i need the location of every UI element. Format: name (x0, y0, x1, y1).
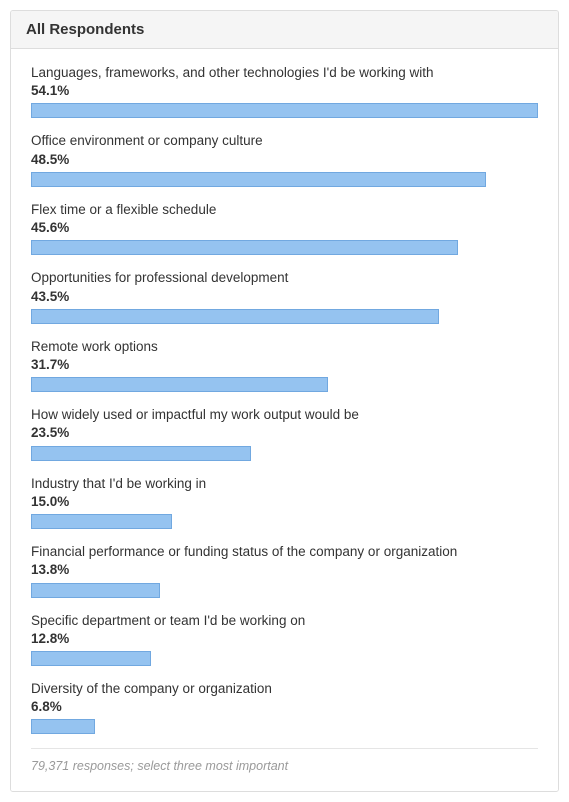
bar-percent: 48.5% (31, 151, 538, 169)
bar-track (31, 103, 538, 118)
bar-item: Languages, frameworks, and other technol… (31, 64, 538, 118)
bar-item: How widely used or impactful my work out… (31, 406, 538, 460)
bar-item: Opportunities for professional developme… (31, 269, 538, 323)
bar-label: Industry that I'd be working in (31, 475, 538, 493)
bar-track (31, 651, 538, 666)
bar-track (31, 172, 538, 187)
bar-item: Office environment or company culture48.… (31, 132, 538, 186)
bar-label: Languages, frameworks, and other technol… (31, 64, 538, 82)
bar-percent: 15.0% (31, 493, 538, 511)
bar-percent: 13.8% (31, 561, 538, 579)
bar-label: How widely used or impactful my work out… (31, 406, 538, 424)
bar-percent: 6.8% (31, 698, 538, 716)
bar-percent: 23.5% (31, 424, 538, 442)
bar-label: Remote work options (31, 338, 538, 356)
bar-fill (31, 309, 439, 324)
bar-percent: 54.1% (31, 82, 538, 100)
bar-item: Remote work options31.7% (31, 338, 538, 392)
bar-track (31, 377, 538, 392)
chart-footnote: 79,371 responses; select three most impo… (31, 748, 538, 773)
bar-percent: 12.8% (31, 630, 538, 648)
panel-body: Languages, frameworks, and other technol… (11, 49, 558, 791)
bar-label: Opportunities for professional developme… (31, 269, 538, 287)
bar-track (31, 514, 538, 529)
bar-label: Office environment or company culture (31, 132, 538, 150)
respondents-panel: All Respondents Languages, frameworks, a… (10, 10, 559, 792)
bar-track (31, 719, 538, 734)
bar-fill (31, 446, 251, 461)
bar-fill (31, 651, 151, 666)
bar-chart: Languages, frameworks, and other technol… (31, 64, 538, 734)
bar-fill (31, 240, 458, 255)
bar-track (31, 446, 538, 461)
bar-label: Flex time or a flexible schedule (31, 201, 538, 219)
bar-item: Specific department or team I'd be worki… (31, 612, 538, 666)
bar-item: Diversity of the company or organization… (31, 680, 538, 734)
bar-track (31, 583, 538, 598)
bar-fill (31, 103, 538, 118)
bar-fill (31, 719, 95, 734)
bar-label: Diversity of the company or organization (31, 680, 538, 698)
bar-label: Specific department or team I'd be worki… (31, 612, 538, 630)
bar-fill (31, 583, 160, 598)
bar-percent: 31.7% (31, 356, 538, 374)
bar-label: Financial performance or funding status … (31, 543, 538, 561)
bar-fill (31, 377, 328, 392)
bar-item: Flex time or a flexible schedule45.6% (31, 201, 538, 255)
bar-track (31, 240, 538, 255)
bar-percent: 45.6% (31, 219, 538, 237)
panel-title: All Respondents (11, 11, 558, 49)
bar-percent: 43.5% (31, 288, 538, 306)
bar-fill (31, 172, 486, 187)
bar-item: Industry that I'd be working in15.0% (31, 475, 538, 529)
bar-track (31, 309, 538, 324)
bar-item: Financial performance or funding status … (31, 543, 538, 597)
bar-fill (31, 514, 172, 529)
